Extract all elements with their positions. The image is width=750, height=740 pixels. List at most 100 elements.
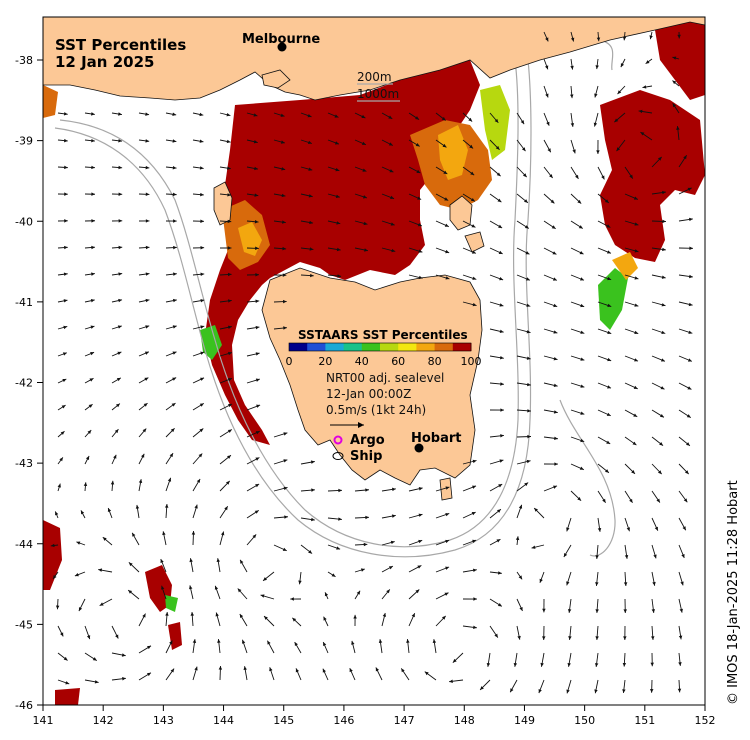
current-arrowhead — [629, 174, 633, 179]
current-arrowhead — [360, 568, 365, 572]
current-arrowhead — [337, 274, 342, 278]
sst-patch-red-corner — [55, 688, 80, 705]
current-arrowhead — [677, 688, 682, 693]
current-arrowhead — [596, 37, 601, 42]
sst-patch-green-ne — [480, 85, 510, 160]
colorbar-segment — [289, 343, 308, 351]
hobart-marker — [414, 443, 424, 453]
current-arrowhead — [651, 636, 655, 640]
current-arrowhead — [362, 195, 367, 199]
land-layer — [42, 16, 706, 501]
current-arrowhead — [672, 103, 677, 108]
current-arrowhead — [290, 597, 294, 601]
current-arrowhead — [494, 118, 499, 123]
current-arrowhead — [549, 174, 553, 179]
current-arrowhead — [579, 466, 584, 470]
current-arrowhead — [496, 172, 501, 177]
x-tick-label: 152 — [695, 714, 716, 727]
current-arrowhead — [550, 199, 555, 204]
current-arrowhead — [568, 636, 572, 640]
current-arrowhead — [60, 431, 65, 435]
current-arrowhead — [172, 112, 177, 116]
king-island — [213, 181, 233, 226]
current-arrowhead — [471, 224, 476, 228]
current-arrowhead — [237, 588, 242, 593]
current-arrowhead — [633, 385, 638, 389]
current-arrowhead — [662, 190, 666, 195]
x-tick-label: 142 — [93, 714, 114, 727]
current-arrowhead — [76, 541, 81, 545]
current-arrowhead — [679, 608, 683, 613]
current-arrowhead — [472, 276, 477, 280]
current-arrowhead — [198, 453, 203, 458]
x-tick-label: 151 — [634, 714, 655, 727]
current-arrowhead — [308, 194, 313, 198]
current-arrowhead — [678, 662, 682, 666]
current-arrowhead — [144, 351, 149, 355]
current-arrowhead — [227, 272, 232, 277]
current-arrowhead — [553, 356, 558, 361]
current-arrowhead — [323, 642, 327, 647]
current-arrowhead — [239, 613, 244, 618]
current-arrowhead — [418, 487, 423, 491]
current-arrowhead — [364, 248, 368, 252]
current-arrowhead — [689, 246, 693, 250]
current-arrowhead — [216, 558, 221, 563]
current-arrowhead — [657, 156, 662, 161]
current-arrowhead — [523, 199, 528, 203]
current-arrowhead — [165, 612, 169, 616]
current-arrowhead — [444, 592, 449, 596]
current-arrowhead — [63, 112, 68, 116]
hobart-label: Hobart — [411, 431, 462, 446]
sst-patch-northwest — [43, 85, 58, 118]
current-arrowhead — [607, 303, 612, 308]
current-arrowhead — [500, 382, 504, 386]
colorbar-segment — [434, 343, 454, 351]
current-arrowhead — [63, 299, 68, 303]
current-arrowhead — [553, 303, 558, 308]
current-arrowhead — [607, 276, 612, 281]
current-arrowhead — [445, 276, 450, 280]
current-arrowhead — [284, 515, 288, 519]
colorbar-frame — [288, 342, 472, 352]
current-arrowhead — [243, 666, 247, 671]
current-arrowhead — [607, 385, 612, 389]
current-arrowhead — [117, 325, 122, 329]
current-arrowhead — [432, 639, 437, 643]
current-arrowhead — [471, 512, 476, 516]
current-arrowhead — [141, 453, 145, 458]
current-arrowhead — [200, 325, 205, 329]
current-arrowhead — [496, 539, 501, 543]
y-tick-label: -42 — [15, 377, 33, 390]
current-arrowhead — [336, 247, 341, 252]
current-arrowhead — [308, 167, 313, 171]
current-arrowhead — [78, 607, 83, 612]
current-arrowhead — [452, 658, 457, 663]
current-arrowhead — [517, 635, 521, 640]
x-tick-label: 150 — [574, 714, 595, 727]
current-arrowhead — [91, 165, 95, 170]
current-arrowhead — [118, 272, 123, 276]
current-arrowhead — [471, 250, 476, 254]
current-arrowhead — [170, 668, 175, 673]
current-arrowhead — [594, 689, 598, 694]
sst-patch-green-south1 — [165, 595, 178, 612]
current-arrowhead — [689, 217, 693, 222]
current-arrowhead — [524, 225, 529, 229]
current-arrowhead — [375, 667, 380, 672]
current-arrowhead — [649, 35, 653, 40]
current-arrowhead — [145, 192, 150, 197]
current-arrowhead — [167, 477, 172, 482]
current-arrowhead — [614, 118, 619, 123]
current-arrowhead — [570, 37, 575, 42]
current-arrowhead — [499, 355, 504, 360]
x-tick-label: 146 — [333, 714, 354, 727]
current-arrowhead — [63, 272, 68, 276]
current-arrowhead — [577, 199, 582, 204]
ship-marker-icon — [332, 452, 344, 460]
current-arrowhead — [145, 112, 150, 116]
current-arrowhead — [200, 272, 205, 277]
current-arrowhead — [572, 149, 576, 154]
current-arrowhead — [55, 605, 60, 610]
